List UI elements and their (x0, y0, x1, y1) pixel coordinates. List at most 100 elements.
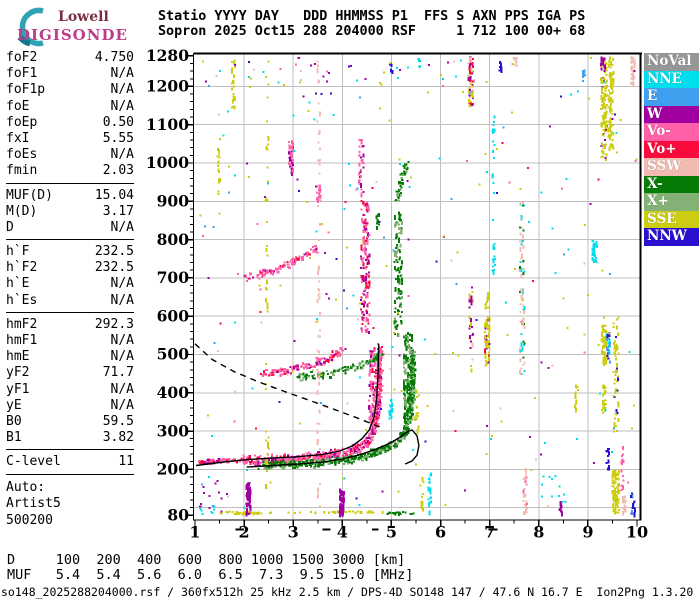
legend-item-vo: Vo- (644, 123, 699, 141)
param-value: 232.5 (94, 244, 134, 260)
param-label: B1 (6, 430, 22, 446)
panel-separator (6, 182, 134, 184)
param-row-yf1: yF1 N/A (6, 382, 134, 398)
axis-tick-label: 700 (157, 268, 190, 287)
axis-tick-label: 80 (167, 506, 189, 525)
axis-tick-label: 5 (386, 523, 397, 542)
axis-tick-label: 2 (239, 523, 250, 542)
axis-tick-label: 6 (435, 523, 446, 542)
legend-item-nnw: NNW (644, 228, 699, 246)
axis-tick-label: 1000 (146, 153, 189, 172)
param-value: 292.3 (94, 316, 134, 332)
legend-item-x: X+ (644, 193, 699, 211)
param-value: 15.04 (94, 187, 134, 203)
legend-item-noval: NoVal (644, 53, 699, 71)
param-row-fof1p: foF1p N/A (6, 82, 134, 98)
param-row-fxi: fxI 5.55 (6, 131, 134, 147)
muf-distance-table: D 100 200 400 600 800 1000 1500 3000 [km… (7, 553, 413, 582)
legend-item-x: X- (644, 175, 699, 193)
param-row-hmf1: hmF1 N/A (6, 333, 134, 349)
legend-item-sse: SSE (644, 210, 699, 228)
legend-item-e: E (644, 88, 699, 106)
panel-separator (6, 239, 134, 241)
param-row-hf2: h`F2 232.5 (6, 260, 134, 276)
param-value: N/A (110, 397, 134, 413)
param-label: foEs (6, 147, 38, 163)
doppler-direction-legend: NoVal NNE E W Vo- Vo+ SSW X- X+ SSE NNW (644, 53, 699, 246)
param-label: foF2 (6, 50, 38, 65)
muf-row: MUF 5.4 5.4 5.6 6.0 6.5 7.3 9.5 15.0 [MH… (7, 566, 414, 583)
axis-tick-label: 1280 (146, 46, 189, 65)
param-row-foe: foE N/A (6, 99, 134, 115)
param-row-hf: h`F 232.5 (6, 244, 134, 260)
param-row-fof2: foF2 4.750 (6, 50, 134, 66)
axis-tick-label: 10 (626, 523, 648, 542)
param-value: 59.5 (102, 413, 134, 429)
param-row-he: h`E N/A (6, 276, 134, 292)
axis-tick-label: 800 (157, 230, 190, 249)
digisonde-logo: Lowell DIGISONDE (6, 2, 156, 50)
param-value: 4.750 (94, 50, 134, 65)
param-row-hme: hmE N/A (6, 349, 134, 365)
param-label: h`F (6, 244, 30, 260)
param-value: 5.55 (102, 130, 134, 146)
panel-separator (6, 473, 134, 475)
autoscaling-line: Auto: (6, 479, 46, 495)
legend-item-nne: NNE (644, 70, 699, 88)
logo-digisonde-text: DIGISONDE (17, 26, 128, 44)
panel-separator (6, 449, 134, 451)
param-row-mufd: MUF(D) 15.04 (6, 188, 134, 204)
param-row-foes: foEs N/A (6, 147, 134, 163)
axis-tick-label: 600 (157, 306, 190, 325)
param-value: N/A (110, 292, 134, 308)
param-row-clevel: C-level 11 (6, 454, 134, 470)
header-field-values: Sopron 2025 Oct15 288 204000 RSF 1 712 1… (158, 24, 586, 39)
panel-separator (6, 311, 134, 313)
axis-tick-label: 3 (288, 523, 299, 542)
param-label: yE (6, 397, 22, 413)
legend-item-vo: Vo+ (644, 140, 699, 158)
param-label: B0 (6, 413, 22, 429)
param-row-md: M(D) 3.17 (6, 204, 134, 220)
param-row-foep: foEp 0.50 (6, 115, 134, 131)
axis-tick-label: 1100 (146, 115, 189, 134)
param-value: N/A (110, 381, 134, 397)
param-row-b1: B1 3.82 (6, 430, 134, 446)
param-label: foF1 (6, 66, 38, 82)
param-value: 71.7 (102, 365, 134, 381)
param-label: fmin (6, 163, 38, 179)
logo-lowell-text: Lowell (58, 9, 109, 25)
param-value: 0.50 (102, 114, 134, 130)
scaled-parameters-panel: foF2 4.750 foF1 N/A foF1p N/A foE N/A foEp 0.50 fx… (6, 50, 134, 529)
param-row-hes: h`Es N/A (6, 293, 134, 309)
param-row-fof1: foF1 N/A (6, 66, 134, 82)
param-row-b0: B0 59.5 (6, 414, 134, 430)
axis-tick-label: 7 (484, 523, 495, 542)
autoscaling-line: Artist5 (6, 496, 61, 511)
legend-item-w: W (644, 105, 699, 123)
axis-tick-label: 300 (157, 421, 190, 440)
logo-crescent-icon (17, 7, 44, 47)
axis-tick-label: 200 (157, 460, 190, 479)
param-row-fmin: fmin 2.03 (6, 163, 134, 179)
header-field-names: Statio YYYY DAY DDD HHMMSS P1 FFS S AXN … (158, 9, 586, 24)
param-label: M(D) (6, 203, 38, 219)
param-label: foF1p (6, 82, 46, 98)
param-value: N/A (110, 219, 134, 235)
axis-tick-label: 9 (582, 523, 593, 542)
param-value: N/A (110, 147, 134, 163)
param-value: N/A (110, 333, 134, 348)
param-label: foE (6, 98, 30, 114)
axis-tick-label: 400 (157, 383, 190, 402)
param-label: foEp (6, 114, 38, 130)
distance-row: D 100 200 400 600 800 1000 1500 3000 [km… (7, 552, 406, 568)
axis-tick-label: 1200 (146, 77, 189, 96)
param-row-yf2: yF2 71.7 (6, 365, 134, 381)
param-label: fxI (6, 130, 30, 146)
param-value: 3.82 (102, 430, 134, 446)
axis-tick-label: 1 (189, 523, 200, 542)
param-label: MUF(D) (6, 187, 53, 203)
autoscaling-block: Auto: Artist5 500200 (6, 480, 134, 530)
